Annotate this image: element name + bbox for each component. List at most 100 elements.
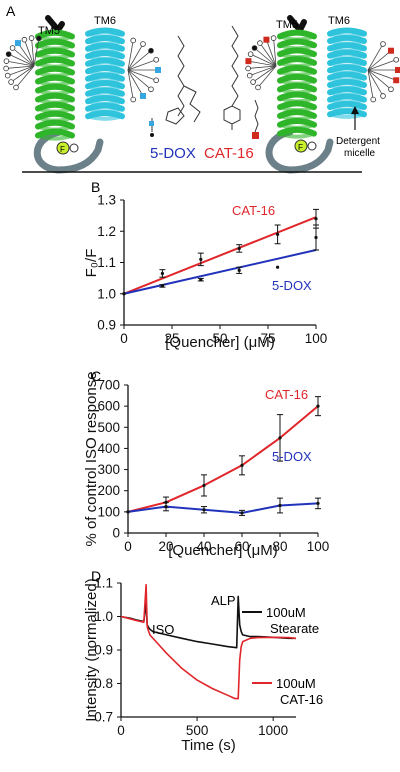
- y-tick-label: 600: [97, 399, 120, 414]
- data-point: [316, 404, 320, 408]
- helix-turn: [35, 74, 75, 85]
- dox-label: 5-DOX: [150, 145, 196, 162]
- lipid-tail: [367, 69, 392, 90]
- y-tick-label: 1.2: [97, 224, 116, 239]
- lipid-tail: [8, 53, 35, 67]
- dox-molecule: [149, 35, 201, 137]
- lipid-tail: [24, 39, 35, 67]
- lipid-head: [36, 35, 42, 42]
- lipid-head-quencher: [387, 47, 394, 54]
- data-point: [126, 510, 130, 514]
- y-tick-label: 700: [97, 378, 120, 393]
- helix-turn: [277, 118, 317, 128]
- left-helix-pair: TM5 TM6 F: [3, 15, 161, 174]
- helix-turn: [277, 82, 317, 93]
- helix-turn-back: [278, 131, 316, 139]
- lipid-head: [270, 35, 277, 41]
- lipid-head: [28, 35, 35, 41]
- lipid-tail: [127, 69, 134, 100]
- lipid-head: [153, 77, 159, 84]
- fluorophore-left: [56, 141, 70, 155]
- lipid-head: [380, 41, 386, 47]
- data-point: [199, 257, 203, 261]
- fluorophore-right: [294, 139, 308, 153]
- lipid-head-quencher: [155, 67, 161, 73]
- x-axis-label: Time (s): [181, 737, 235, 754]
- lipid-head: [4, 72, 11, 79]
- y-tick-label: 0: [112, 526, 120, 541]
- data-point: [278, 503, 282, 508]
- lipid-head-quencher: [395, 67, 400, 73]
- data-point: [164, 504, 168, 509]
- y-tick-label: 200: [97, 483, 120, 498]
- series-line: [127, 405, 319, 513]
- series-label: 5-DOX: [272, 278, 312, 293]
- lipid-tail: [367, 50, 392, 71]
- helix-turn: [277, 38, 317, 49]
- lipid-tail: [10, 65, 35, 83]
- fit-line: [123, 249, 317, 295]
- lipid-head: [3, 58, 10, 64]
- tm5-helix-right: [277, 29, 317, 139]
- helix-turn: [35, 38, 75, 49]
- helix-turn: [35, 92, 75, 103]
- lipid-head: [130, 37, 137, 44]
- data-point: [202, 483, 206, 488]
- data-point: [199, 278, 203, 282]
- micelle-lipids-left-2: [127, 37, 161, 103]
- lipid-head-quencher: [263, 36, 270, 43]
- panel-b-label: B: [91, 179, 100, 195]
- data-point: [314, 235, 318, 240]
- helix-turn: [35, 47, 75, 58]
- micelle-lipids-right-2: [367, 41, 400, 103]
- lipid-tail: [6, 60, 35, 67]
- lipid-tail: [17, 42, 35, 67]
- lipid-tail: [259, 42, 277, 67]
- data-point: [240, 511, 244, 515]
- data-point: [240, 463, 244, 467]
- lipid-head: [250, 79, 256, 85]
- series-label: CAT-16: [265, 387, 308, 402]
- dox-head-icon: [149, 121, 154, 126]
- helix-turn: [277, 91, 317, 102]
- series-line: [127, 502, 319, 514]
- y-axis-label: Intensity (normalized): [83, 578, 100, 721]
- tm5-label-left: TM5: [38, 25, 60, 37]
- helix-turn: [35, 110, 75, 121]
- lipid-tail: [127, 40, 134, 71]
- legend-label-stearate: 100uM: [266, 605, 306, 620]
- lipid-head: [21, 36, 28, 43]
- y-axis-label: F₀/F: [83, 249, 100, 278]
- legend-label-cat16: 100uM: [276, 676, 316, 691]
- y-tick-label: 500: [97, 420, 120, 435]
- y-tick-label: 300: [97, 462, 120, 477]
- left-loop: [33, 128, 104, 174]
- helix-turn: [35, 56, 75, 67]
- lipid-head: [255, 84, 261, 91]
- cysteine-marker-left: [69, 143, 79, 153]
- lipid-head-quencher: [140, 92, 146, 99]
- helix-turn: [35, 101, 75, 112]
- y-tick-label: 0.9: [94, 643, 113, 658]
- x-tick-label: 20: [158, 539, 173, 554]
- legend-label-stearate-2: Stearate: [270, 621, 319, 636]
- cat16-label: CAT-16: [204, 145, 254, 162]
- lipid-tail: [257, 65, 277, 88]
- lipid-head: [380, 93, 386, 99]
- right-helix-pair: TM5 TM6 F Detergent micelle: [245, 15, 400, 174]
- data-point: [237, 246, 241, 251]
- tm6-label-right: TM6: [328, 15, 350, 27]
- x-tick-label: 100: [305, 331, 328, 346]
- tm6-helix-left: [85, 27, 125, 121]
- y-tick-label: 1.0: [94, 609, 113, 624]
- lipid-head: [13, 84, 19, 91]
- data-point: [316, 501, 320, 505]
- y-tick-label: 1.1: [94, 576, 113, 591]
- lipid-tail: [127, 69, 152, 90]
- lipid-head: [245, 65, 251, 72]
- x-tick-label: 40: [196, 539, 211, 554]
- x-tick-label: 25: [164, 331, 179, 346]
- helix-turn: [277, 100, 317, 111]
- lipid-head: [257, 40, 263, 46]
